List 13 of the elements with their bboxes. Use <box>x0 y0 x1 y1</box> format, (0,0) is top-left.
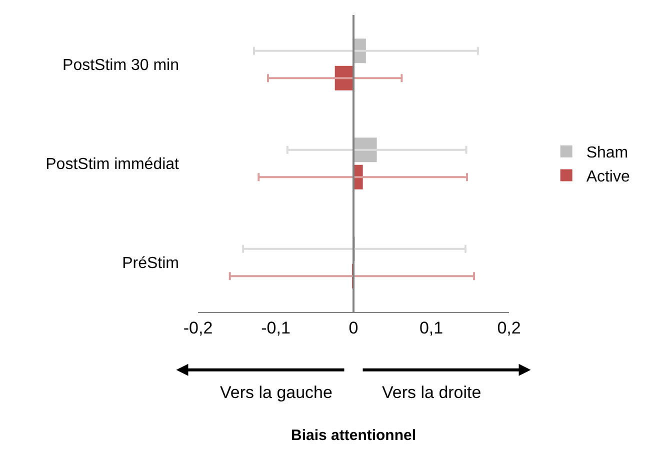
text: Biais attentionnel <box>291 427 416 444</box>
x-tick-label: 0,2 <box>497 318 521 338</box>
x-tick-label: 0 <box>348 318 358 338</box>
legend-label: Sham <box>586 144 628 162</box>
x-tick-label: -0,2 <box>183 318 213 338</box>
y-tick-label: PostStim 30 min <box>62 57 179 74</box>
x-tick-label: -0,1 <box>261 318 290 338</box>
text: Vers la gauche <box>220 383 332 402</box>
text: Vers la droite <box>382 383 482 402</box>
y-tick-label: PostStim immédiat <box>46 156 180 174</box>
x-tick-label: 0,1 <box>419 318 444 338</box>
legend-label: Active <box>586 168 630 186</box>
y-tick-label: PréStim <box>122 255 179 272</box>
